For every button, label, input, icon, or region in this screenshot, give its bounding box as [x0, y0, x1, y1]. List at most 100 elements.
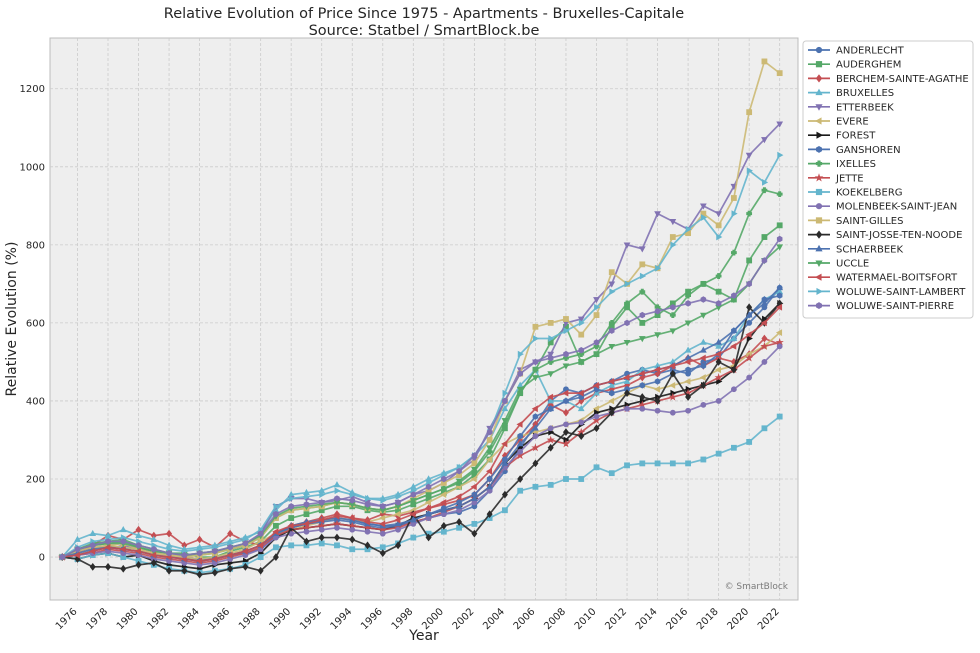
data-point-koekelberg: [257, 554, 264, 560]
data-point-saint-gilles: [578, 331, 585, 338]
data-point-uccle: [623, 340, 631, 347]
data-point-schaerbeek: [471, 494, 478, 501]
data-point-schaerbeek: [745, 311, 753, 318]
data-point-woluwe-saint-lambert: [609, 288, 616, 296]
data-point-woluwe-saint-lambert: [655, 264, 662, 272]
legend-swatch-marker: [815, 230, 823, 239]
legend-swatch-marker: [814, 173, 824, 182]
legend-swatch-marker: [815, 188, 823, 196]
data-point-watermael-boitsfort: [150, 551, 157, 559]
data-point-woluwe-saint-pierre: [318, 499, 325, 506]
data-point-etterbeek: [593, 297, 600, 304]
data-point-saint-josse-ten-noode: [89, 562, 96, 571]
data-point-auderghem: [761, 234, 768, 240]
legend-label: JETTE: [835, 173, 864, 184]
data-point-bruxelles: [89, 529, 97, 537]
data-point-watermael-boitsfort: [409, 510, 416, 518]
series-saint-josse-ten-noode: [59, 299, 783, 579]
data-point-woluwe-saint-pierre: [578, 347, 585, 354]
legend-swatch-marker: [815, 61, 823, 68]
data-point-evere: [699, 374, 706, 381]
data-point-uccle: [562, 363, 570, 370]
data-point-woluwe-saint-pierre: [120, 538, 127, 545]
data-point-woluwe-saint-lambert: [685, 225, 692, 233]
data-point-etterbeek: [669, 219, 677, 226]
data-point-molenbeek-saint-jean: [563, 421, 569, 428]
data-point-saint-gilles: [486, 437, 493, 443]
legend-swatch-marker: [815, 203, 823, 210]
data-point-watermael-boitsfort: [394, 516, 401, 524]
data-point-woluwe-saint-lambert: [548, 335, 555, 342]
data-point-woluwe-saint-pierre: [105, 538, 111, 545]
data-point-woluwe-saint-pierre: [456, 468, 462, 475]
data-point-uccle: [699, 312, 707, 319]
legend-item-ixelles: IXELLES: [808, 159, 876, 170]
data-point-koekelberg: [776, 413, 783, 420]
data-point-watermael-boitsfort: [119, 545, 126, 553]
data-point-saint-josse-ten-noode: [517, 475, 524, 483]
legend-item-anderlecht: ANDERLECHT: [808, 46, 905, 57]
data-point-saint-josse-ten-noode: [364, 541, 371, 550]
data-point-woluwe-saint-pierre: [135, 542, 142, 549]
data-point-woluwe-saint-pierre: [166, 549, 172, 557]
data-point-woluwe-saint-pierre: [212, 548, 218, 555]
data-point-ixelles: [669, 312, 676, 318]
legend-item-schaerbeek: SCHAERBEEK: [808, 244, 903, 255]
x-tick-label: 2002: [451, 606, 477, 632]
legend-label: SCHAERBEEK: [836, 244, 903, 255]
x-tick-label: 1980: [115, 606, 141, 632]
data-point-ixelles: [700, 280, 707, 287]
data-point-woluwe-saint-pierre: [731, 292, 737, 299]
data-point-molenbeek-saint-jean: [700, 401, 707, 408]
data-point-ganshoren: [532, 413, 539, 420]
data-point-bruxelles: [593, 389, 600, 396]
data-point-saint-gilles: [593, 312, 600, 318]
data-point-molenbeek-saint-jean: [669, 409, 676, 416]
x-tick-label: 2010: [573, 606, 599, 632]
data-point-uccle: [669, 328, 677, 335]
legend-item-auderghem: AUDERGHEM: [808, 60, 901, 71]
data-point-uccle: [425, 492, 432, 499]
data-point-ixelles: [685, 292, 691, 299]
legend-swatch-marker: [815, 273, 822, 281]
data-point-woluwe-saint-lambert: [563, 327, 570, 335]
chart-subtitle: Source: Statbel / SmartBlock.be: [309, 23, 540, 39]
data-point-saint-gilles: [563, 316, 569, 322]
data-point-jette: [745, 353, 754, 362]
legend-label: SAINT-GILLES: [836, 216, 903, 227]
data-point-woluwe-saint-pierre: [700, 296, 707, 303]
data-point-ixelles: [578, 351, 585, 358]
data-point-molenbeek-saint-jean: [379, 530, 386, 537]
data-point-woluwe-saint-pierre: [639, 311, 646, 319]
data-point-koekelberg: [532, 483, 539, 490]
data-point-watermael-boitsfort: [592, 381, 599, 389]
legend-item-forest: FOREST: [808, 131, 876, 142]
data-point-woluwe-saint-pierre: [288, 503, 294, 510]
data-point-saint-josse-ten-noode: [654, 397, 661, 405]
legend-label: ANDERLECHT: [836, 46, 905, 57]
data-point-berchem-sainte-agathe: [562, 408, 569, 417]
data-point-saint-josse-ten-noode: [562, 428, 569, 437]
legend-swatch-marker: [815, 117, 822, 125]
data-point-schaerbeek: [455, 502, 463, 509]
data-point-watermael-boitsfort: [73, 551, 80, 559]
data-point-etterbeek: [547, 351, 555, 358]
data-point-koekelberg: [349, 546, 356, 553]
data-point-watermael-boitsfort: [302, 520, 309, 528]
data-point-koekelberg: [502, 507, 508, 514]
data-point-molenbeek-saint-jean: [364, 528, 371, 535]
data-point-ixelles: [563, 355, 569, 361]
data-point-molenbeek-saint-jean: [639, 405, 646, 412]
data-point-woluwe-saint-lambert: [319, 491, 326, 498]
data-point-schaerbeek: [501, 459, 509, 466]
legend-swatch-marker: [815, 244, 823, 252]
data-point-jette: [561, 439, 571, 448]
data-point-molenbeek-saint-jean: [517, 448, 524, 455]
legend-label: MOLENBEEK-SAINT-JEAN: [836, 202, 957, 213]
data-point-watermael-boitsfort: [226, 551, 233, 559]
data-point-schaerbeek: [562, 397, 570, 404]
data-point-woluwe-saint-pierre: [410, 491, 417, 498]
data-point-auderghem: [776, 222, 783, 229]
x-tick-label: 2012: [603, 606, 629, 632]
